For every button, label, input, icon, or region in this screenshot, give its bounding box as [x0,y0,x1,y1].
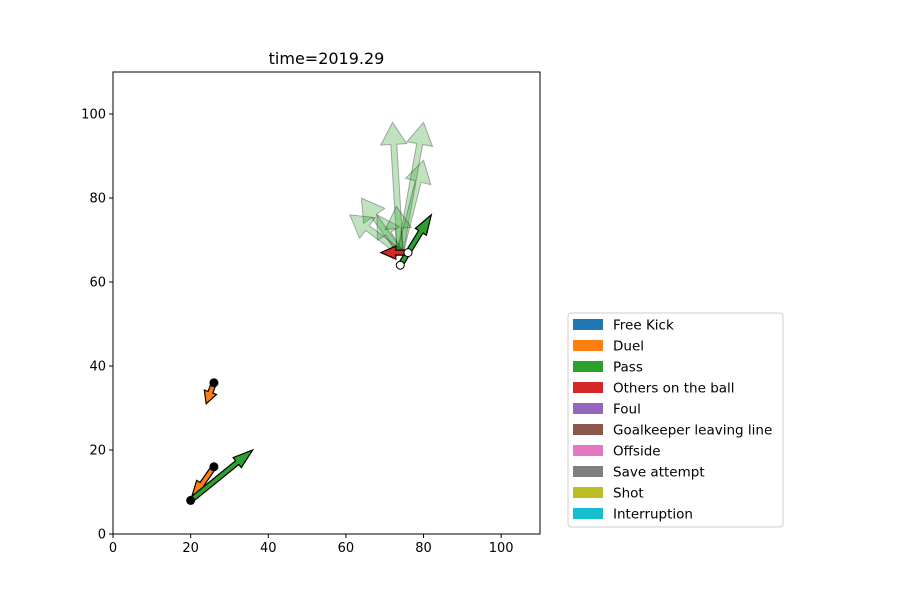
x-tick-label: 20 [182,541,199,556]
legend-label: Interruption [613,507,693,523]
event-start-marker [209,462,219,472]
legend-swatch [573,319,603,330]
x-tick-label: 0 [109,541,117,556]
event-start-marker [395,260,405,270]
legend-swatch [573,340,603,351]
x-tick-label: 40 [260,541,277,556]
legend-label: Save attempt [613,465,705,481]
faded-event-arrow [384,205,413,254]
legend-swatch [573,445,603,456]
y-tick-label: 100 [81,108,106,123]
y-tick-label: 60 [89,276,106,291]
legend-label: Others on the ball [613,381,735,397]
legend-swatch [573,361,603,372]
legend-label: Goalkeeper leaving line [613,423,772,439]
legend-label: Offside [613,444,661,460]
event-start-marker [209,378,219,388]
chart-title: time=2019.29 [269,49,385,68]
y-tick-label: 80 [89,192,106,207]
plot-frame [112,71,541,535]
event-arrow [188,448,255,504]
y-tick-label: 0 [98,528,106,543]
x-tick-label: 60 [338,541,355,556]
x-tick-label: 100 [489,541,514,556]
faded-event-arrow [396,159,432,254]
y-tick-label: 20 [89,444,106,459]
legend-swatch [573,508,603,519]
x-tick-label: 80 [415,541,432,556]
y-tick-label: 40 [89,360,106,375]
event-start-marker [186,495,196,505]
legend-label: Free Kick [613,318,674,334]
legend-swatch [573,424,603,435]
event-start-marker [403,248,413,258]
legend-box [567,312,784,528]
legend-label: Duel [613,339,644,355]
faded-event-arrow [396,121,434,254]
legend-swatch [573,382,603,393]
axes-layer: 0 20 40 60 80 100 0 20 40 60 80 100 [81,108,513,557]
legend: Free Kick Duel Pass Others on the ball Foul G… [567,312,784,528]
faded-event-arrow [379,121,408,254]
legend-label: Shot [613,486,644,502]
legend-swatch [573,487,603,498]
legend-label: Pass [613,360,643,376]
legend-label: Foul [613,402,641,418]
legend-swatch [573,466,603,477]
events-layer [186,121,434,505]
legend-swatch [573,403,603,414]
